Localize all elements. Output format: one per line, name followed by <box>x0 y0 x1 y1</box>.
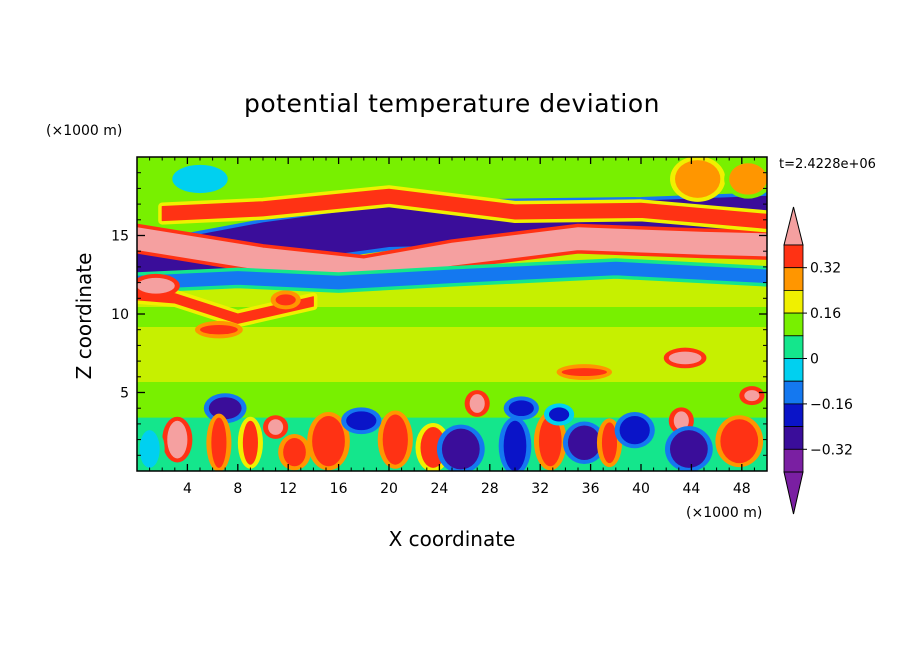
blob-7 <box>275 294 296 306</box>
blob-29 <box>720 419 759 464</box>
x-tick-label: 20 <box>380 481 398 497</box>
blob-26 <box>601 422 618 464</box>
x-tick-label: 44 <box>682 481 700 497</box>
x-tick-label: 32 <box>531 481 549 497</box>
field-region-1 <box>137 327 767 382</box>
time-label: t=2.4228e+06 <box>779 157 876 172</box>
colorbar: 0.32 0.16 0 −0.16 −0.32 <box>783 206 853 515</box>
x-tick-label: 36 <box>582 481 600 497</box>
blob-6 <box>200 324 238 335</box>
blob-10 <box>167 420 188 459</box>
colorbar-tick-label: −0.32 <box>810 442 853 458</box>
colorbar-bin <box>783 448 804 473</box>
x-axis-unit: (×1000 m) <box>686 505 762 521</box>
x-axis-label: X coordinate <box>389 527 516 551</box>
x-tick-label: 16 <box>330 481 348 497</box>
blob-15 <box>208 397 242 420</box>
x-tick-label: 24 <box>430 481 448 497</box>
colorbar-bin <box>783 335 804 359</box>
blob-22 <box>441 428 480 470</box>
blob-28 <box>669 430 708 468</box>
y-axis: 5 10 15 <box>111 172 767 456</box>
x-tick-label: 8 <box>233 481 242 497</box>
blob-8 <box>561 368 607 377</box>
blob-36 <box>729 163 767 195</box>
colorbar-bin <box>783 267 804 291</box>
x-tick-label: 4 <box>183 481 192 497</box>
blob-16 <box>211 417 227 468</box>
colorbar-bin <box>783 380 804 405</box>
blob-20 <box>382 414 408 465</box>
blob-19 <box>312 416 345 467</box>
y-axis-unit: (×1000 m) <box>46 123 122 139</box>
colorbar-bin <box>783 312 804 337</box>
blob-23 <box>503 420 527 471</box>
blob-11 <box>268 419 284 435</box>
x-tick-label: 28 <box>481 481 499 497</box>
y-tick-label: 10 <box>111 307 129 323</box>
colorbar-tick-label: 0 <box>810 352 819 368</box>
colorbar-under-triangle <box>783 471 804 515</box>
blob-17 <box>242 420 258 465</box>
blob-35 <box>172 164 228 194</box>
blob-14 <box>744 390 760 402</box>
y-tick-label: 5 <box>120 386 129 402</box>
colorbar-bin <box>783 358 804 382</box>
blob-13 <box>673 411 689 431</box>
blob-33 <box>139 430 160 468</box>
x-tick-label: 40 <box>632 481 650 497</box>
band-2 <box>161 188 767 229</box>
blob-24 <box>538 416 562 467</box>
y-axis-label: Z coordinate <box>72 253 96 380</box>
chart-title: potential temperature deviation <box>244 89 660 118</box>
colorbar-bin <box>783 244 804 269</box>
blob-5 <box>137 277 175 294</box>
blob-31 <box>508 400 534 417</box>
blob-25 <box>567 425 601 461</box>
blob-9 <box>668 351 702 365</box>
band-3 <box>137 261 767 290</box>
blob-34 <box>675 160 721 198</box>
y-tick-label: 15 <box>111 229 129 245</box>
heatmap-field <box>137 157 767 471</box>
x-tick-label: 48 <box>733 481 751 497</box>
blob-18 <box>283 438 306 467</box>
blob-12 <box>469 394 485 413</box>
x-tick-label: 12 <box>279 481 297 497</box>
colorbar-over-triangle <box>783 206 804 246</box>
colorbar-bin <box>783 426 804 450</box>
colorbar-bin <box>783 403 804 427</box>
blob-30 <box>346 411 377 431</box>
colorbar-tick-label: −0.16 <box>810 397 853 413</box>
band-4 <box>137 290 314 324</box>
x-axis: 4 8 12 16 20 24 28 32 36 40 44 48 <box>149 157 755 497</box>
colorbar-bin <box>783 289 804 314</box>
blob-27 <box>619 416 650 445</box>
colorbar-tick-label: 0.16 <box>810 306 841 322</box>
colorbar-tick-label: 0.32 <box>810 261 841 277</box>
blob-32 <box>549 407 570 422</box>
